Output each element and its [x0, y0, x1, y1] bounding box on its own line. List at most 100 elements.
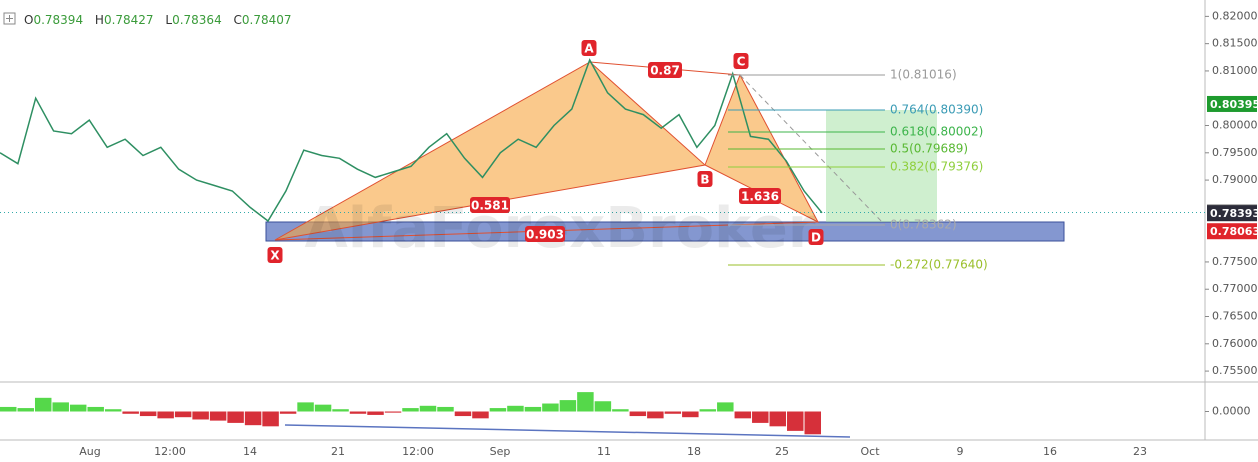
pattern-label: X — [270, 249, 280, 263]
osc-bar — [384, 411, 402, 413]
price-badge — [1207, 205, 1257, 222]
osc-tick-label: 0.0000 — [1212, 405, 1251, 418]
osc-bar — [209, 411, 227, 421]
fib-label: 0.618(0.80002) — [890, 125, 983, 139]
pattern-label: A — [584, 42, 594, 56]
pattern-label: 0.903 — [526, 228, 564, 242]
label-box — [470, 197, 510, 213]
osc-bar — [279, 411, 297, 414]
time-label: 12:00 — [154, 445, 186, 458]
osc-bar — [559, 400, 577, 412]
osc-bar — [787, 411, 804, 431]
label: L — [165, 13, 172, 27]
osc-bar — [297, 402, 314, 412]
label: C — [234, 13, 242, 27]
time-label: 23 — [1133, 445, 1147, 458]
value: 0.78364 — [172, 13, 222, 27]
osc-bar — [349, 411, 367, 414]
time-label: 25 — [775, 445, 789, 458]
price-tick-label: 0.80000 — [1212, 119, 1258, 132]
osc-bar — [174, 411, 192, 418]
label-box — [733, 53, 749, 69]
time-label: 11 — [597, 445, 611, 458]
price-badge — [1207, 223, 1257, 240]
price-tick-label: 0.77000 — [1212, 282, 1258, 295]
osc-bar — [69, 404, 87, 412]
label-box — [648, 62, 682, 78]
plot-layer: 0.82000 0.81500 0.81000 0.80000 0.79500 0.790… — [0, 9, 1258, 458]
pattern-label: D — [811, 231, 821, 245]
osc-bar — [454, 411, 472, 417]
price-badge-label: 0.80395 — [1210, 98, 1258, 111]
pattern-label: C — [737, 55, 746, 69]
osc-bar — [804, 411, 821, 435]
osc-bar — [769, 411, 787, 427]
time-label: 9 — [957, 445, 964, 458]
osc-bar — [577, 392, 594, 412]
price-tick-label: 0.76000 — [1212, 337, 1258, 350]
price-tick-label: 0.76500 — [1212, 310, 1258, 323]
osc-bar — [34, 397, 52, 412]
osc-bar — [647, 411, 664, 419]
label: O — [24, 13, 33, 27]
osc-bar — [157, 411, 174, 419]
pattern-label: 0.87 — [650, 64, 680, 78]
osc-bar — [52, 402, 69, 412]
fib-label: 0.382(0.79376) — [890, 160, 983, 174]
osc-bar — [419, 405, 437, 412]
osc-bar — [192, 411, 209, 420]
osc-bar — [664, 411, 682, 414]
osc-bar — [104, 409, 122, 412]
label-box — [739, 188, 781, 204]
price-badge-label: 0.78063 — [1210, 225, 1258, 238]
value: 0.78427 — [104, 13, 154, 27]
value: 0.78407 — [242, 13, 292, 27]
osc-bar — [472, 411, 489, 419]
label-box — [267, 247, 283, 263]
osc-bar — [542, 403, 559, 412]
target-zone — [265, 221, 1065, 242]
collapse-button[interactable] — [3, 12, 16, 25]
osc-bar — [507, 405, 524, 412]
projection-line — [739, 74, 886, 226]
osc-bar — [612, 409, 629, 412]
label: H — [95, 13, 104, 27]
pattern-label: 0.581 — [471, 199, 509, 213]
osc-bar — [367, 411, 384, 415]
time-label: Oct — [860, 445, 880, 458]
time-label: 14 — [243, 445, 257, 458]
pattern-label: 1.636 — [741, 190, 779, 204]
osc-bar — [734, 411, 752, 419]
time-label: Sep — [490, 445, 511, 458]
price-tick-label: 0.82000 — [1212, 9, 1258, 22]
osc-bar — [629, 411, 647, 417]
osc-bar — [314, 404, 332, 412]
price-badge — [1207, 95, 1257, 112]
label-box — [808, 229, 824, 245]
pattern-label: B — [700, 173, 709, 187]
ohlc-legend: O0.78394 H0.78427 L0.78364 C0.78407 — [24, 13, 292, 27]
price-tick-label: 0.79000 — [1212, 173, 1258, 186]
label-box — [697, 171, 713, 187]
divergence-line — [284, 424, 851, 438]
osc-bar — [402, 408, 419, 412]
osc-bar — [682, 411, 699, 418]
osc-bar — [0, 406, 17, 412]
osc-bar — [594, 401, 612, 412]
price-tick-label: 0.81500 — [1212, 37, 1258, 50]
price-tick-label: 0.75500 — [1212, 364, 1258, 377]
osc-bar — [717, 402, 734, 412]
fib-label: 1(0.81016) — [890, 68, 957, 82]
osc-bar — [244, 411, 262, 426]
osc-bar — [227, 411, 244, 423]
osc-bar — [17, 408, 34, 412]
fib-label: 0(0.78362) — [890, 218, 957, 232]
osc-bar — [489, 408, 507, 412]
osc-bar — [437, 406, 454, 412]
osc-bar — [87, 406, 104, 412]
osc-bar — [332, 409, 349, 412]
time-label: 12:00 — [402, 445, 434, 458]
price-badge-label: 0.78393 — [1210, 207, 1258, 220]
osc-bar — [524, 406, 542, 412]
